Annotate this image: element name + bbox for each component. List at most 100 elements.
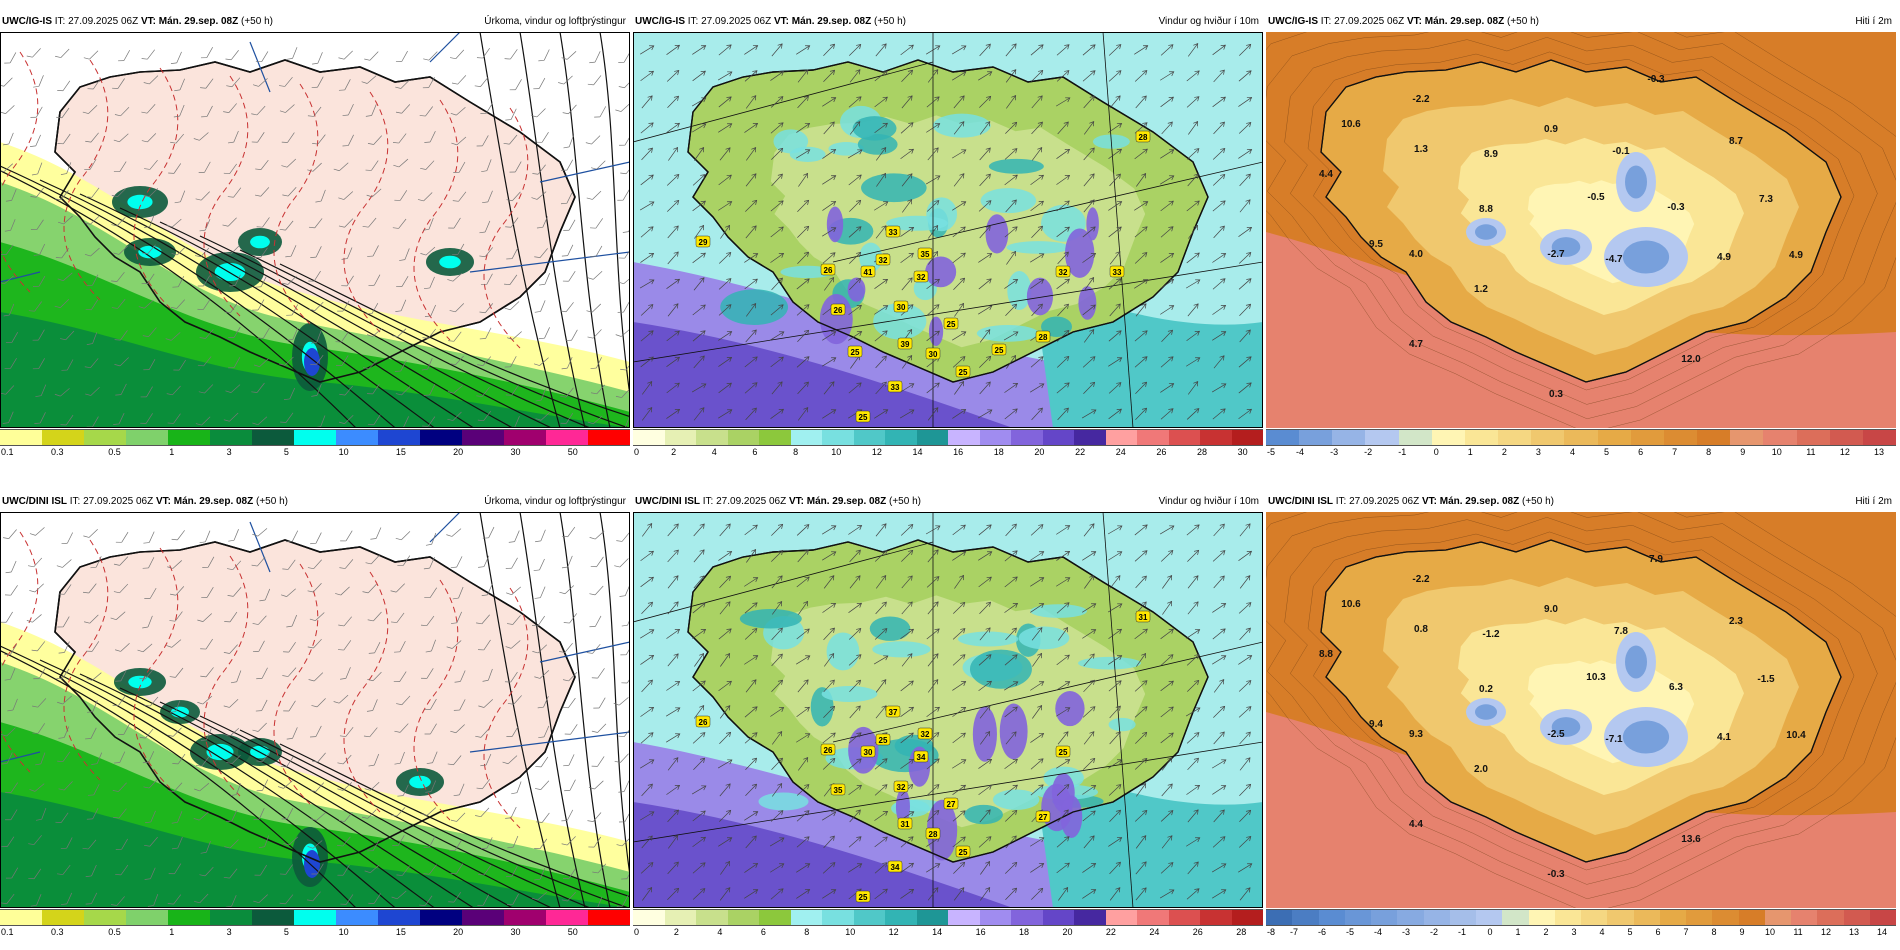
colorbar-tick-label: 30 xyxy=(1237,447,1248,457)
colorbar-swatch xyxy=(0,910,42,925)
colorbar-swatch xyxy=(1398,430,1432,445)
colorbar-swatch xyxy=(1371,910,1398,925)
colorbar-swatch xyxy=(1476,910,1503,925)
vt-label: VT: xyxy=(773,16,789,27)
colorbar-tick-label: 0 xyxy=(1487,927,1493,937)
colorbar-tick-label: 3 xyxy=(1571,927,1577,937)
temperature-label: 10.6 xyxy=(1341,119,1361,130)
gust-value: 28 xyxy=(1039,333,1048,342)
colorbar-tick-label: 50 xyxy=(567,447,578,457)
colorbar-swatch xyxy=(294,430,336,445)
temperature-label: -2.5 xyxy=(1547,729,1565,740)
colorbar-tick-label: 8 xyxy=(1706,447,1712,457)
colorbar-tick-label: -8 xyxy=(1267,927,1276,937)
colorbar-tick-label: 30 xyxy=(510,927,521,937)
colorbar-swatch xyxy=(696,910,728,925)
valid-time: Mán. 29.sep. 08Z xyxy=(791,16,872,27)
colorbar-swatch xyxy=(822,910,854,925)
gust-label: 25 xyxy=(955,845,971,858)
gust-label: 35 xyxy=(830,783,846,796)
gust-value: 32 xyxy=(917,273,926,282)
colorbar-swatch xyxy=(1630,430,1664,445)
colorbar-swatch xyxy=(727,910,759,925)
colorbar-swatch xyxy=(0,430,42,445)
temperature-label: 10.3 xyxy=(1586,672,1606,683)
colorbar: -5 -4 -3 -2 -1 0 1 2 3 4 5 6 7 8 9 10 11 12 13 xyxy=(1266,429,1896,465)
gust-value: 26 xyxy=(824,746,833,755)
colorbar: 0 2 4 6 8 10 12 14 16 18 20 22 24 26 28 xyxy=(633,909,1263,945)
temperature-label: 1.2 xyxy=(1474,284,1488,295)
colorbar-swatch xyxy=(1365,430,1399,445)
colorbar-swatch xyxy=(420,430,462,445)
gust-label: 25 xyxy=(847,345,863,358)
panel-header: UWC/DINI ISL IT: 27.09.2025 06Z VT: Mán.… xyxy=(1266,494,1896,510)
temperature-label: 2.3 xyxy=(1729,616,1743,627)
colorbar-swatch xyxy=(1764,910,1791,925)
colorbar-tick-label: 12 xyxy=(1839,447,1850,457)
gust-value: 27 xyxy=(947,800,956,809)
gust-value: 32 xyxy=(879,256,888,265)
run-info: UWC/DINI ISL IT: 27.09.2025 06Z VT: Mán.… xyxy=(635,494,921,510)
gust-value: 32 xyxy=(921,730,930,739)
colorbar-tick-label: 13 xyxy=(1873,447,1884,457)
colorbar-tick-label: 10 xyxy=(831,447,842,457)
temperature-label: 7.8 xyxy=(1614,626,1628,637)
gust-value: 25 xyxy=(859,893,868,902)
colorbar-swatch xyxy=(790,430,822,445)
colorbar-swatch xyxy=(979,430,1011,445)
colorbar-tick-label: 22 xyxy=(1105,927,1116,937)
colorbar-swatch xyxy=(1843,910,1870,925)
temperature-label: -1.5 xyxy=(1757,674,1775,685)
colorbar-swatch xyxy=(210,910,252,925)
vt-label: VT: xyxy=(1421,496,1437,507)
colorbar-swatch xyxy=(1299,430,1333,445)
colorbar-tick-label: -5 xyxy=(1267,447,1276,457)
init-time: 27.09.2025 06Z xyxy=(83,496,154,507)
colorbar-swatch xyxy=(790,910,822,925)
colorbar-ticks: -5 -4 -3 -2 -1 0 1 2 3 4 5 6 7 8 9 10 11 12 13 xyxy=(1266,447,1896,459)
colorbar-swatch xyxy=(126,910,168,925)
colorbar-swatch xyxy=(1105,430,1137,445)
gust-value: 25 xyxy=(959,368,968,377)
temperature-label: -2.2 xyxy=(1412,574,1430,585)
gust-label: 26 xyxy=(820,743,836,756)
gust-value: 25 xyxy=(947,320,956,329)
temperature-label: 8.8 xyxy=(1479,204,1493,215)
temperature-label: 0.2 xyxy=(1479,684,1493,695)
gust-label: 25 xyxy=(855,890,871,903)
map-area: -0.3 -2.2 10.6 1.3 0.9 8.9 -0.1 8.7 4.4 8.8 -0.5 -0… xyxy=(1266,32,1896,428)
colorbar-tick-label: 10 xyxy=(845,927,856,937)
colorbar-swatch xyxy=(1829,430,1863,445)
colorbar-tick-label: 15 xyxy=(395,447,406,457)
colorbar-tick-label: 6 xyxy=(1655,927,1661,937)
valid-time: Mán. 29.sep. 08Z xyxy=(1424,16,1505,27)
colorbar-swatch xyxy=(1011,430,1043,445)
colorbar-tick-label: 8 xyxy=(793,447,799,457)
gust-label: 31 xyxy=(1135,610,1151,623)
gust-label: 30 xyxy=(893,300,909,313)
colorbar-tick-label: 10 xyxy=(338,447,349,457)
colorbar-swatch xyxy=(546,430,588,445)
colorbar-tick-label: 15 xyxy=(395,927,406,937)
colorbar-swatch xyxy=(1663,430,1698,445)
colorbar-tick-label: 28 xyxy=(1197,447,1208,457)
colorbar-swatch xyxy=(633,430,665,445)
colorbar-swatch xyxy=(979,910,1011,925)
colorbar-tick-label: 18 xyxy=(993,447,1004,457)
gust-label: 27 xyxy=(943,797,959,810)
colorbar-swatch xyxy=(588,430,630,445)
colorbar-swatch xyxy=(1137,430,1169,445)
map-area: 29 26 41 32 35 33 32 28 32 26 30 25 39 30 25 33 28 25 33 25… xyxy=(633,32,1263,428)
temperature-label: 8.7 xyxy=(1729,136,1743,147)
colorbar-swatch xyxy=(853,430,885,445)
gust-label: 34 xyxy=(887,860,903,873)
init-time: 27.09.2025 06Z xyxy=(716,496,787,507)
colorbar-swatch xyxy=(294,910,336,925)
run-info: UWC/IG-IS IT: 27.09.2025 06Z VT: Mán. 29… xyxy=(1268,14,1539,30)
colorbar-swatch xyxy=(1791,910,1818,925)
colorbar-tick-label: 5 xyxy=(1604,447,1610,457)
model-name: UWC/IG-IS xyxy=(1268,16,1318,27)
temperature-label: 4.0 xyxy=(1409,249,1423,260)
model-name: UWC/DINI ISL xyxy=(1268,496,1333,507)
colorbar-swatch xyxy=(1796,430,1830,445)
